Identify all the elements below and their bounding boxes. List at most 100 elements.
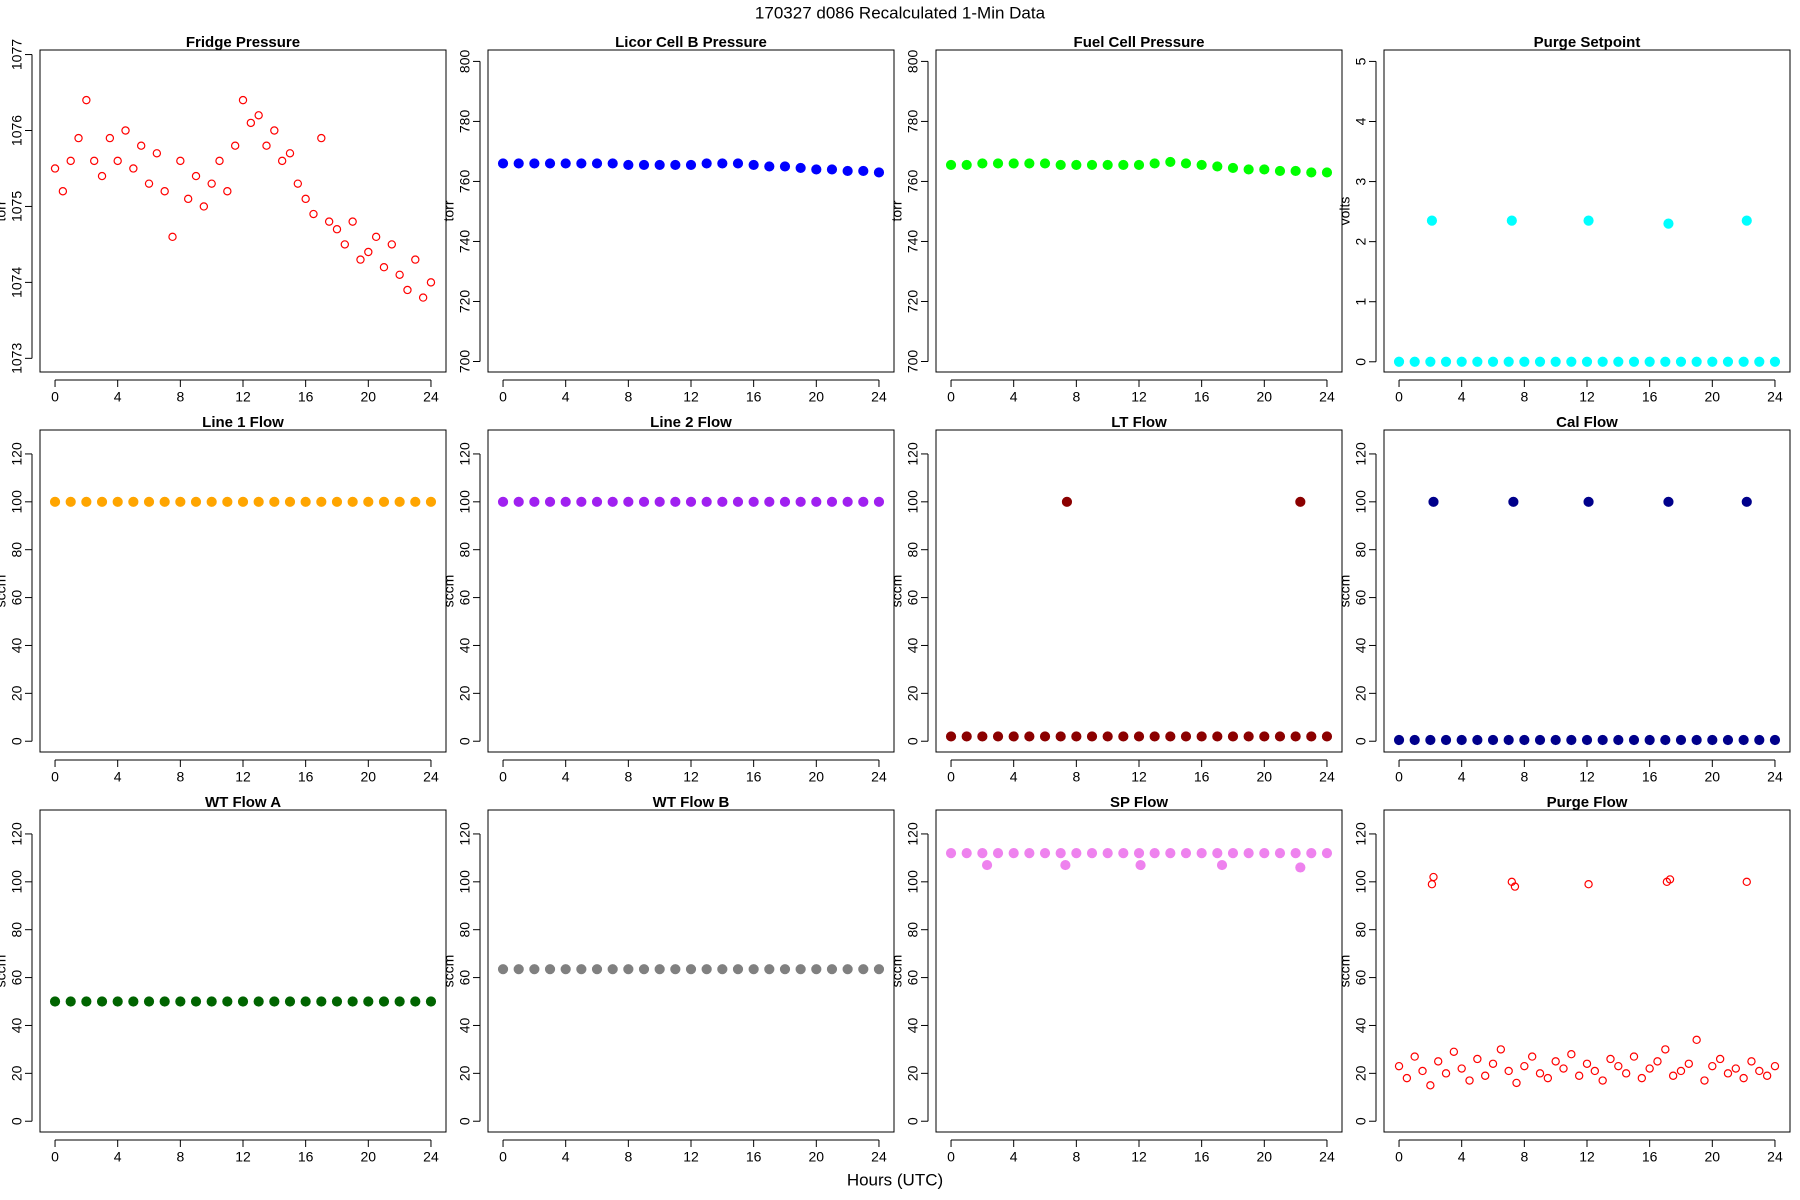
point [591,964,603,975]
point [992,158,1004,169]
point [160,187,169,196]
point [105,133,115,143]
y-axis-label: volts [1337,197,1353,226]
point [206,496,217,507]
point [1675,356,1687,367]
point [1519,356,1530,367]
point [873,167,885,178]
x-tick-label: 8 [1072,389,1080,405]
x-tick-label: 12 [1131,1149,1147,1165]
point [1165,731,1176,742]
point [1550,734,1561,746]
point [1597,356,1608,367]
point [1769,734,1781,746]
point [513,496,524,507]
point [623,964,634,975]
point [387,240,397,249]
point [1428,496,1439,507]
point [1722,356,1734,367]
point [1742,877,1751,887]
point [284,996,296,1007]
point [1133,847,1145,859]
point [764,496,775,507]
point [1008,158,1019,169]
point [223,187,232,196]
point [1527,1052,1537,1061]
point [1321,847,1333,859]
point [497,496,509,507]
point [1534,356,1546,367]
point [717,964,728,975]
point [1583,496,1594,507]
x-tick-label: 16 [746,389,762,405]
point [1621,1069,1631,1078]
x-tick-label: 16 [298,389,314,405]
y-tick-label: 120 [457,822,473,846]
point [1457,1064,1466,1073]
point [190,996,202,1007]
point [1723,1069,1733,1078]
point [237,996,249,1007]
point [1394,1061,1404,1071]
point [403,285,412,295]
y-tick-label: 100 [1353,870,1369,894]
point [1628,356,1640,367]
point [425,496,437,507]
x-tick-label: 24 [1319,769,1335,785]
y-tick-label: 5 [1353,57,1369,65]
point [1488,1059,1498,1068]
point [992,731,1004,742]
point [1402,1073,1412,1083]
x-tick-label: 8 [176,389,184,405]
point [945,159,957,171]
point [795,162,806,174]
point [1039,847,1051,859]
y-tick-label: 2 [1353,238,1369,246]
point [1770,1061,1780,1071]
x-tick-label: 4 [114,389,122,405]
x-tick-label: 4 [562,769,570,785]
point [410,996,421,1007]
point [1024,158,1035,169]
x-tick-label: 12 [235,769,251,785]
x-tick-label: 16 [746,769,762,785]
x-tick-label: 24 [423,389,439,405]
point [670,964,681,975]
y-tick-label: 20 [457,1065,473,1081]
point [1440,356,1452,367]
point [1512,1078,1521,1088]
point [779,964,791,975]
x-tick-label: 0 [499,769,507,785]
y-tick-label: 0 [9,1117,25,1125]
point [1762,1071,1772,1080]
point [1060,859,1071,871]
y-tick-label: 100 [905,490,921,514]
point [1769,356,1781,367]
point [873,496,885,507]
x-tick-label: 12 [683,769,699,785]
point [309,209,318,219]
panel-title: Cal Flow [1556,414,1618,431]
point [1738,356,1749,367]
point [1410,1052,1419,1061]
point [1660,356,1671,367]
point [394,996,405,1007]
x-tick-label: 20 [361,389,377,405]
y-tick-label: 40 [457,637,473,653]
x-tick-label: 20 [1257,1149,1273,1165]
x-tick-label: 16 [1194,389,1210,405]
point [1676,1066,1686,1076]
point [591,496,603,507]
x-tick-label: 8 [1520,769,1528,785]
point [97,171,107,181]
point [1165,156,1176,168]
point [811,964,822,975]
y-tick-label: 40 [457,1017,473,1033]
y-tick-label: 0 [457,737,473,745]
y-tick-label: 0 [1353,358,1369,366]
y-tick-label: 60 [1353,590,1369,606]
y-tick-label: 40 [905,1017,921,1033]
point [207,179,216,188]
point [1684,1059,1694,1068]
x-tick-label: 24 [423,1149,439,1165]
